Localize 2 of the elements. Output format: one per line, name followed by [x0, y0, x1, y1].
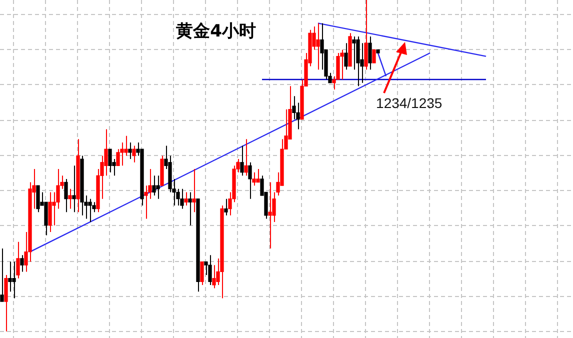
- annotation: 1234/1235: [376, 94, 442, 111]
- text: 黄金4小时: [175, 21, 256, 42]
